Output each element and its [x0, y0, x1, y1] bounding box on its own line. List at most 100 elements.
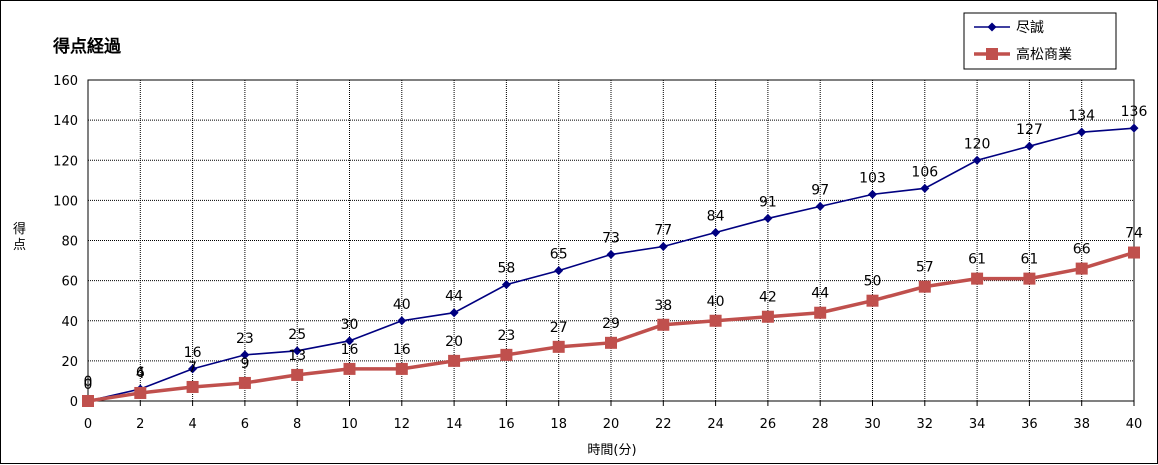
data-label: 136 [1121, 104, 1148, 120]
series-point-square [1128, 246, 1140, 259]
series-point-square [448, 354, 461, 367]
series-point-square [343, 362, 356, 375]
data-label: 91 [759, 194, 777, 210]
data-label: 9 [240, 356, 249, 372]
series-point-square [1075, 262, 1088, 275]
data-label: 73 [602, 231, 620, 247]
series-point-diamond [240, 350, 250, 360]
data-label: 127 [1016, 122, 1043, 138]
data-label: 6 [136, 365, 145, 381]
data-label: 77 [654, 223, 672, 239]
legend-marker-square [986, 48, 998, 60]
x-tick-label: 0 [84, 417, 92, 432]
data-label: 23 [236, 331, 254, 347]
data-label: 16 [184, 345, 202, 361]
series-point-diamond [397, 316, 407, 326]
data-label: 0 [84, 377, 93, 393]
x-tick-label: 18 [550, 417, 567, 432]
series-point-diamond [1077, 127, 1087, 137]
x-tick-label: 8 [293, 417, 301, 432]
y-tick-label: 160 [53, 74, 78, 89]
data-label: 84 [707, 208, 725, 224]
x-tick-label: 24 [707, 417, 724, 432]
series-point-diamond [188, 364, 198, 374]
data-label: 7 [188, 360, 197, 376]
data-label: 58 [497, 261, 515, 277]
y-tick-label: 120 [53, 154, 78, 169]
y-tick-label: 80 [61, 235, 78, 250]
series-point-square [657, 318, 670, 331]
x-tick-label: 34 [969, 417, 986, 432]
legend-label: 尽誠 [1016, 20, 1044, 36]
series-point-square [866, 294, 879, 307]
data-label: 66 [1073, 242, 1091, 258]
legend-label: 高松商業 [1016, 46, 1072, 63]
series-point-square [918, 280, 931, 293]
series-point-square [761, 310, 774, 323]
series-point-square [1023, 272, 1036, 285]
series-point-square [500, 348, 513, 361]
legend-marker-diamond [987, 22, 997, 32]
series-point-square [82, 395, 94, 407]
data-label: 25 [288, 327, 306, 343]
data-label: 30 [341, 317, 359, 333]
x-tick-label: 38 [1073, 417, 1090, 432]
data-label: 44 [445, 289, 463, 305]
data-label: 4 [136, 366, 145, 382]
data-label: 40 [707, 294, 725, 310]
series-point-diamond [449, 308, 459, 318]
y-tick-label: 140 [53, 114, 78, 129]
y-tick-label: 100 [53, 194, 78, 209]
data-label: 61 [968, 252, 986, 268]
series-point-square [134, 386, 147, 399]
series-point-square [186, 380, 199, 393]
series-point-square [709, 314, 722, 327]
data-label: 134 [1068, 108, 1095, 124]
x-tick-label: 26 [760, 417, 777, 432]
series-point-diamond [868, 189, 877, 199]
x-tick-label: 6 [241, 417, 249, 432]
grid-layer [87, 79, 1135, 402]
y-axis-label-char: 点 [13, 238, 26, 253]
series-point-diamond [711, 227, 721, 237]
series-point-diamond [815, 201, 825, 211]
x-tick-label: 20 [603, 417, 620, 432]
series-point-diamond [972, 155, 982, 165]
x-tick-label: 2 [136, 417, 144, 432]
data-label: 27 [550, 320, 568, 336]
x-tick-label: 14 [446, 417, 463, 432]
y-tick-label: 20 [61, 355, 78, 370]
series-point-diamond [658, 242, 668, 252]
data-label: 16 [393, 342, 411, 358]
series-point-square [395, 362, 408, 375]
series-point-diamond [606, 250, 616, 260]
chart-title: 得点経過 [52, 36, 122, 57]
x-tick-label: 30 [864, 417, 881, 432]
data-label: 23 [497, 328, 515, 344]
data-label: 120 [964, 136, 991, 152]
series-point-square [605, 336, 617, 349]
series-point-square [238, 376, 251, 389]
series-point-diamond [763, 213, 773, 223]
data-label: 20 [445, 334, 463, 350]
data-label: 65 [550, 247, 568, 263]
y-tick-label: 40 [61, 315, 78, 330]
x-tick-label: 22 [655, 417, 672, 432]
data-label: 97 [811, 182, 829, 198]
data-label: 0 [84, 374, 93, 390]
series-point-diamond [501, 280, 511, 290]
data-label: 44 [811, 286, 829, 302]
series-point-diamond [1024, 141, 1034, 151]
data-label: 38 [654, 298, 672, 314]
series-point-diamond [292, 346, 302, 356]
x-tick-label: 12 [394, 417, 411, 432]
y-axis-label: 得点 [13, 221, 26, 253]
x-tick-label: 36 [1021, 417, 1038, 432]
x-tick-label: 40 [1126, 417, 1143, 432]
x-tick-label: 28 [812, 417, 829, 432]
series-point-square [971, 272, 984, 285]
series-point-diamond [920, 183, 930, 193]
